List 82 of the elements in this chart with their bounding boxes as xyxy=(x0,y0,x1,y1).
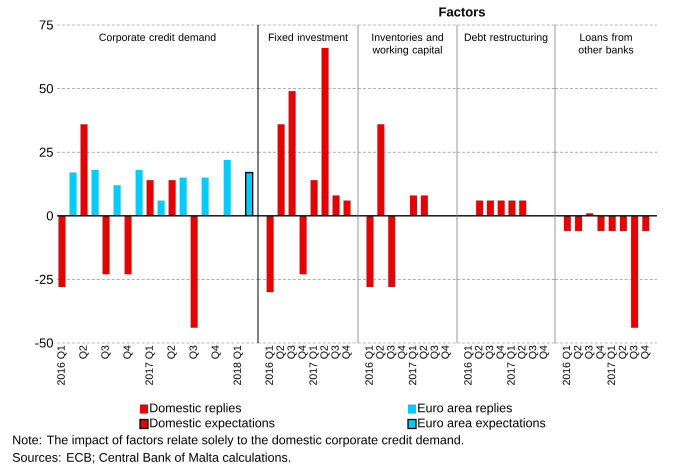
bar xyxy=(58,216,66,288)
bar xyxy=(278,124,285,216)
x-tick-label: 2016 Q1 xyxy=(464,346,474,385)
text: Factors xyxy=(439,7,485,17)
bar xyxy=(180,178,187,216)
x-tick-label: 2018 Q1 xyxy=(234,346,243,385)
y-tick-label: 75 xyxy=(40,20,53,30)
legend-label: Domestic expectations xyxy=(150,418,274,430)
x-tick-label: Q2 xyxy=(320,346,330,359)
x-tick-label: 2016 Q1 xyxy=(265,346,275,385)
bar xyxy=(80,124,88,216)
y-tick-label: -25 xyxy=(35,274,53,284)
x-tick-label: Q2 xyxy=(376,346,386,359)
bar xyxy=(146,180,154,216)
x-tick-label: Q3 xyxy=(486,346,496,359)
bar xyxy=(288,91,296,216)
bar xyxy=(91,170,98,216)
x-tick-label: 2017 Q1 xyxy=(408,346,418,385)
x-tick-label: Q3 xyxy=(630,346,640,359)
x-tick-label: Q2 xyxy=(474,346,484,359)
y-tick-label: -50 xyxy=(35,338,53,348)
bar xyxy=(322,48,329,216)
text: Fixed investment xyxy=(268,33,348,41)
x-tick-label: 2017 Q1 xyxy=(309,346,319,385)
x-tick-label: Q4 xyxy=(540,346,549,359)
x-tick-label: Q3 xyxy=(430,346,440,359)
x-tick-label: Q2 xyxy=(618,346,628,359)
x-tick-label: Q2 xyxy=(167,346,177,359)
bar xyxy=(224,160,231,216)
bar xyxy=(332,195,340,216)
x-tick-label: 2017 Q1 xyxy=(507,346,517,385)
x-tick-label: Q2 xyxy=(574,346,584,359)
x-tick-label: Q3 xyxy=(189,346,199,359)
x-tick-label: Q4 xyxy=(596,346,606,359)
bar xyxy=(344,200,351,216)
y-tick-label: 25 xyxy=(40,148,53,157)
bar xyxy=(136,170,143,216)
legend-label: Domestic replies xyxy=(150,403,242,415)
bar xyxy=(202,178,209,216)
source-note: Sources: ECB; Central Bank of Malta calculations. xyxy=(12,452,290,464)
x-tick-label: Q3 xyxy=(331,346,341,359)
bar xyxy=(168,180,176,216)
x-tick-label: Q4 xyxy=(398,346,408,359)
text: Inventories and working capital xyxy=(372,33,443,56)
x-tick-label: 2017 Q1 xyxy=(608,346,617,385)
x-tick-label: 2016 Q1 xyxy=(562,346,572,385)
text: Loans from other banks xyxy=(578,33,634,54)
x-tick-label: Q3 xyxy=(101,346,111,359)
x-tick-label: Q4 xyxy=(123,346,133,359)
x-tick-label: Q2 xyxy=(276,346,286,359)
x-tick-label: Q2 xyxy=(79,346,89,359)
text: Debt restructuring xyxy=(464,33,548,44)
bar xyxy=(310,180,318,216)
y-tick-label: 0 xyxy=(46,211,53,220)
bar xyxy=(102,216,110,274)
bar xyxy=(158,200,165,216)
x-tick-label: 2017 Q1 xyxy=(145,346,155,385)
x-tick-label: Q4 xyxy=(342,346,352,359)
legend-label: Euro area expectations xyxy=(418,418,546,430)
x-tick-label: Q3 xyxy=(585,346,594,359)
x-tick-label: Q2 xyxy=(420,346,430,359)
x-tick-label: Q4 xyxy=(641,346,650,359)
text: Note: The impact of factors relate solely to the domestic corporate credit demand. xyxy=(13,435,464,447)
x-tick-label: Q3 xyxy=(287,346,297,359)
x-tick-label: Q4 xyxy=(211,346,221,359)
bar xyxy=(69,172,76,216)
text: Corporate credit demand xyxy=(99,33,216,44)
bar xyxy=(190,216,198,328)
bar xyxy=(266,216,274,292)
x-tick-label: Q3 xyxy=(387,346,396,359)
x-tick-label: Q2 xyxy=(518,346,528,359)
x-tick-label: 2016 Q1 xyxy=(365,346,375,385)
bar xyxy=(114,185,121,216)
x-tick-label: 2016 Q1 xyxy=(57,346,67,385)
y-tick-label: 50 xyxy=(40,84,53,94)
x-tick-label: Q4 xyxy=(441,346,451,359)
x-tick-label: Q4 xyxy=(496,346,506,359)
bar xyxy=(300,216,307,274)
bar xyxy=(124,216,132,274)
x-tick-label: Q3 xyxy=(528,346,538,359)
legend-label: Euro area replies xyxy=(418,403,512,415)
x-tick-label: Q4 xyxy=(298,346,308,359)
